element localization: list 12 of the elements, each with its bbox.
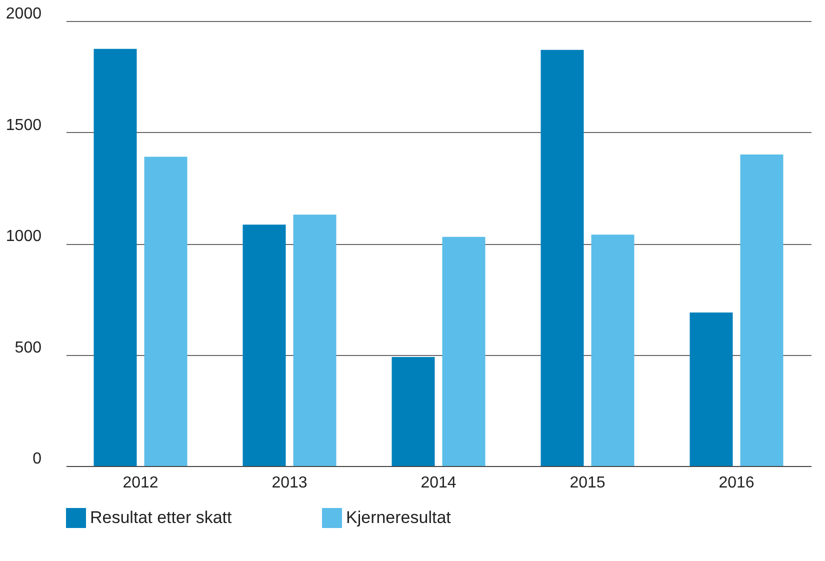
y-tick-label: 1500 xyxy=(6,116,42,134)
y-tick-label: 500 xyxy=(14,339,42,356)
x-tick-label: 2015 xyxy=(570,474,606,492)
x-tick-label: 2016 xyxy=(718,474,754,492)
y-tick-label: 0 xyxy=(32,450,42,468)
y-tick-label: 1000 xyxy=(6,228,42,245)
legend-label: Kjerneresultat xyxy=(346,508,452,527)
x-tick-label: 2012 xyxy=(122,474,158,492)
x-tick-label: 2014 xyxy=(420,474,456,492)
y-tick-label: 2000 xyxy=(6,6,42,22)
legend-label: Resultat etter skatt xyxy=(90,508,232,527)
x-tick-label: 2013 xyxy=(272,474,308,492)
